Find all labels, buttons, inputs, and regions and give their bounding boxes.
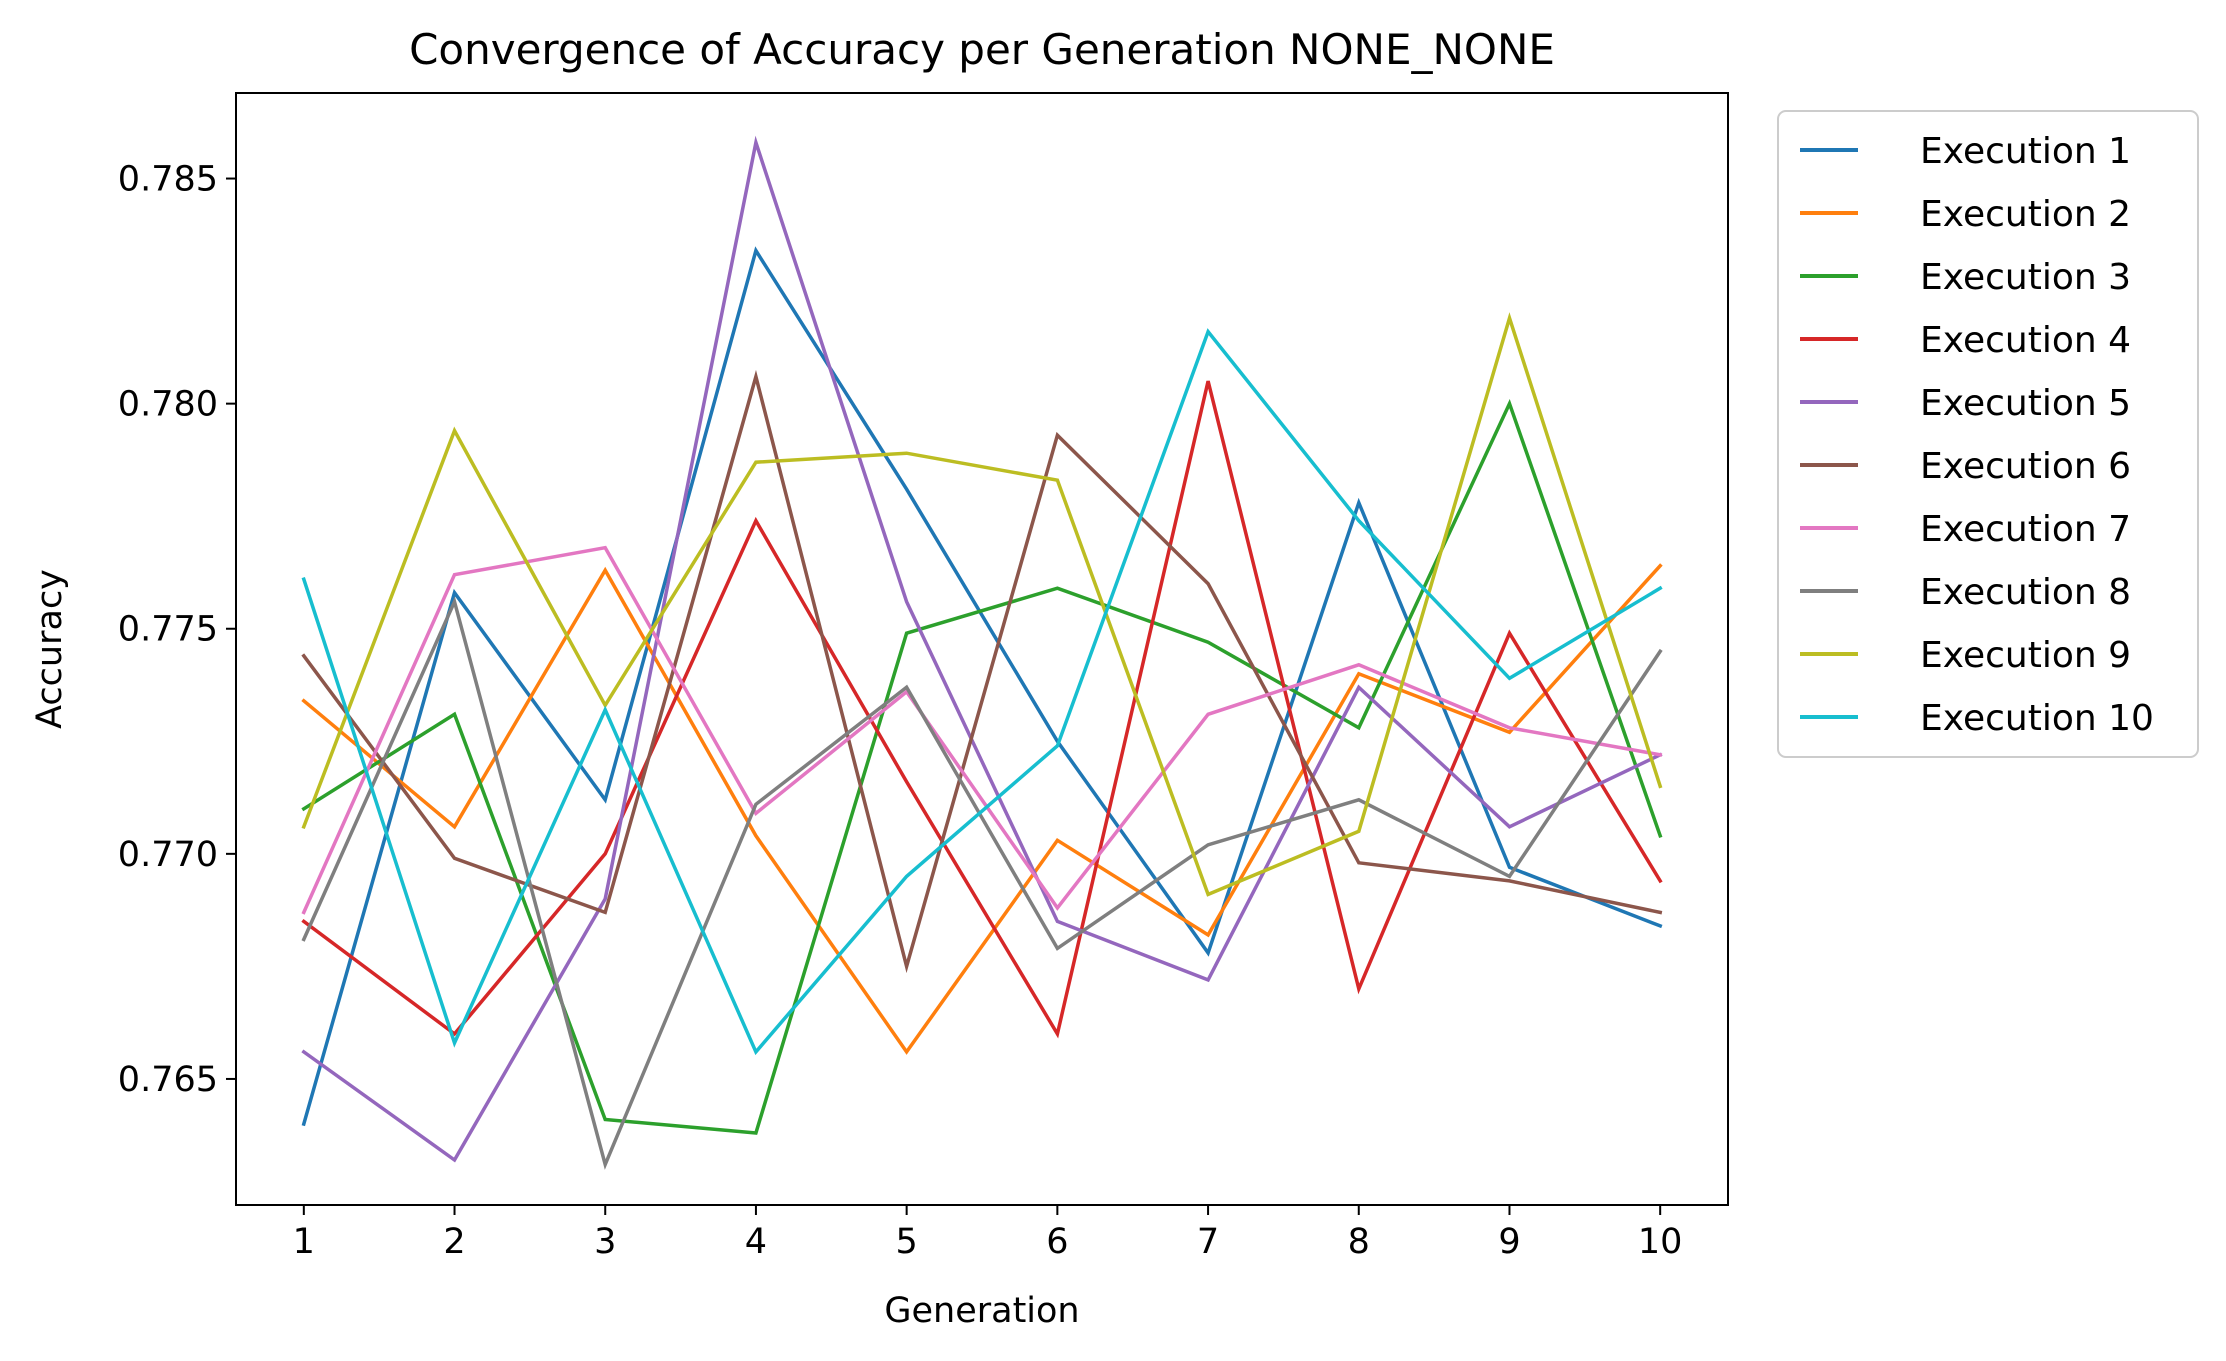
- y-axis-label: Accuracy: [30, 569, 70, 729]
- x-axis: 1 2 3 4 5 6 7 8 9 10: [293, 1205, 1683, 1262]
- legend-entry-label: Execution 7: [1920, 509, 2131, 550]
- x-tick-label: 8: [1348, 1222, 1370, 1262]
- x-tick-label: 2: [443, 1222, 465, 1262]
- legend-entry-label: Execution 2: [1920, 194, 2131, 235]
- legend-entry-label: Execution 4: [1920, 320, 2131, 361]
- x-axis-label: Generation: [884, 1291, 1079, 1331]
- chart-title: Convergence of Accuracy per Generation N…: [409, 25, 1555, 74]
- y-tick-label: 0.770: [118, 835, 218, 875]
- y-tick-label: 0.775: [118, 610, 218, 650]
- legend-entry-label: Execution 5: [1920, 383, 2131, 424]
- legend-entry-label: Execution 10: [1920, 698, 2154, 739]
- x-tick-label: 1: [293, 1222, 315, 1262]
- series-line-execution-5: [301, 135, 1663, 1163]
- series-line-execution-3: [301, 398, 1663, 1135]
- series-line-execution-2: [301, 563, 1663, 1055]
- legend: Execution 1 Execution 2 Execution 3 Executi…: [1777, 110, 2199, 758]
- series-line-execution-8: [301, 596, 1663, 1170]
- y-tick-label: 0.765: [118, 1060, 218, 1100]
- y-tick-label: 0.785: [118, 160, 218, 200]
- plot-area: [301, 135, 1663, 1170]
- x-tick-label: 4: [745, 1222, 767, 1262]
- x-tick-label: 3: [594, 1222, 616, 1262]
- x-tick-label: 6: [1046, 1222, 1068, 1262]
- x-tick-label: 5: [896, 1222, 918, 1262]
- series-line-execution-4: [301, 380, 1663, 1039]
- legend-frame: [1777, 110, 2199, 758]
- legend-entry-label: Execution 9: [1920, 635, 2131, 676]
- series-line-execution-9: [301, 312, 1663, 897]
- y-tick-label: 0.780: [118, 385, 218, 425]
- series-line-execution-10: [301, 328, 1663, 1056]
- legend-entry-label: Execution 3: [1920, 257, 2131, 298]
- legend-entry-label: Execution 8: [1920, 572, 2131, 613]
- x-tick-label: 7: [1197, 1222, 1219, 1262]
- y-axis: 0.765 0.770 0.775 0.780 0.785: [118, 160, 236, 1100]
- legend-entry-label: Execution 6: [1920, 446, 2131, 487]
- series-line-execution-7: [301, 545, 1663, 915]
- legend-entry-label: Execution 1: [1920, 131, 2131, 172]
- x-tick-label: 9: [1498, 1222, 1520, 1262]
- plot-frame: [235, 92, 1729, 1206]
- x-tick-label: 10: [1638, 1222, 1683, 1262]
